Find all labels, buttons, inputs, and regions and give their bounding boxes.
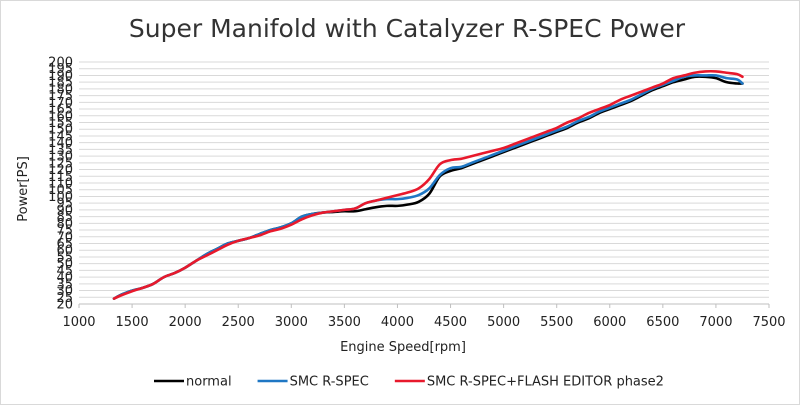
y-tick-label: 25 xyxy=(56,291,73,306)
y-tick-label: 30 xyxy=(56,284,73,299)
y-tick-label: 195 xyxy=(48,62,73,77)
x-tick-label: 5000 xyxy=(487,315,520,330)
y-tick-label: 85 xyxy=(56,210,73,225)
y-tick-label: 160 xyxy=(48,109,73,124)
y-tick-label: 100 xyxy=(48,190,73,205)
y-tick-label: 155 xyxy=(48,116,73,131)
x-tick-label: 6500 xyxy=(646,315,679,330)
x-tick-label: 4000 xyxy=(381,315,414,330)
y-tick-label: 115 xyxy=(48,170,73,185)
legend-label-smc-r-spec-flash-editor-phase2: SMC R-SPEC+FLASH EDITOR phase2 xyxy=(427,375,664,390)
x-tick-label: 3000 xyxy=(275,315,308,330)
y-tick-label: 185 xyxy=(48,76,73,91)
y-tick-label: 105 xyxy=(48,183,73,198)
x-tick-label: 1500 xyxy=(116,315,149,330)
x-tick-label: 6000 xyxy=(593,315,626,330)
y-tick-label: 170 xyxy=(48,96,73,111)
y-tick-label: 55 xyxy=(56,250,73,265)
y-tick-label: 90 xyxy=(56,203,73,218)
y-tick-label: 150 xyxy=(48,123,73,138)
series-line-normal xyxy=(112,75,744,300)
x-tick-label: 1000 xyxy=(62,315,95,330)
y-tick-label: 50 xyxy=(56,257,73,272)
y-axis-label: Power[PS] xyxy=(16,156,31,222)
legend-label-smc-r-spec: SMC R-SPEC xyxy=(290,375,369,390)
y-tick-label: 70 xyxy=(56,230,73,245)
y-tick-label: 125 xyxy=(48,156,73,171)
y-tick-label: 20 xyxy=(56,298,73,313)
y-tick-label: 180 xyxy=(48,82,73,97)
y-tick-label: 40 xyxy=(56,271,73,286)
y-tick-label: 200 xyxy=(48,56,73,71)
y-tick-label: 165 xyxy=(48,103,73,118)
x-tick-label: 3500 xyxy=(328,315,361,330)
series-layer xyxy=(112,69,744,300)
x-tick-labels: 1000 1500 2000 2500 3000 3500 4000 4500 5000 5500… xyxy=(62,315,785,330)
y-tick-label: 75 xyxy=(56,224,73,239)
y-tick-label: 110 xyxy=(48,177,73,192)
series-line-smc-r-spec-flash-editor-phase2 xyxy=(112,69,744,300)
y-tick-label: 145 xyxy=(48,129,73,144)
y-tick-labels: 2025303540455055606570758085909510010511… xyxy=(48,56,73,313)
y-tick-label: 130 xyxy=(48,150,73,165)
x-tick-label: 5500 xyxy=(540,315,573,330)
y-tick-label: 35 xyxy=(56,277,73,292)
y-tick-label: 65 xyxy=(56,237,73,252)
y-tick-label: 120 xyxy=(48,163,73,178)
y-tick-label: 45 xyxy=(56,264,73,279)
y-tick-label: 60 xyxy=(56,244,73,259)
x-tick-label: 2000 xyxy=(169,315,202,330)
legend: normal SMC R-SPEC SMC R-SPEC+FLASH EDITOR … xyxy=(154,375,664,390)
x-tick-label: 7500 xyxy=(752,315,785,330)
legend-label-normal: normal xyxy=(186,375,232,390)
x-tick-label: 4500 xyxy=(434,315,467,330)
x-axis-label: Engine Speed[rpm] xyxy=(340,340,466,355)
y-tick-label: 95 xyxy=(56,197,73,212)
y-tick-label: 135 xyxy=(48,143,73,158)
y-tick-label: 80 xyxy=(56,217,73,232)
chart-title: Super Manifold with Catalyzer R-SPEC Pow… xyxy=(129,14,686,43)
x-tick-label: 2500 xyxy=(222,315,255,330)
x-tick-label: 7000 xyxy=(699,315,732,330)
y-tick-label: 140 xyxy=(48,136,73,151)
y-tick-label: 190 xyxy=(48,69,73,84)
y-tick-label: 175 xyxy=(48,89,73,104)
